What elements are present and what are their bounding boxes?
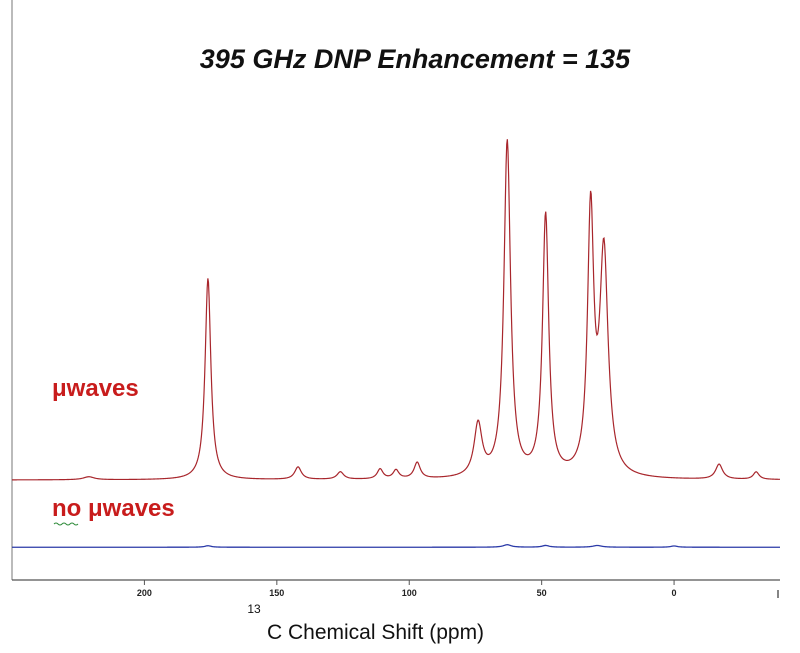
x-tick-label: 50 — [537, 588, 547, 598]
series-without-microwaves-line — [12, 544, 780, 548]
x-tick-label: 0 — [672, 588, 677, 598]
series-label-without-microwaves: no μwaves — [52, 495, 175, 522]
x-tick-label: 150 — [269, 588, 284, 598]
series-label-with-microwaves: μwaves — [52, 375, 139, 402]
x-axis-ticks: 200 150 100 50 0 — [137, 580, 677, 598]
x-axis-label-superscript: 13 — [247, 602, 261, 616]
spellcheck-squiggle-decoration — [53, 522, 79, 526]
chart-title: 395 GHz DNP Enhancement = 135 — [200, 44, 631, 74]
series-with-microwaves-line — [12, 139, 781, 481]
x-tick-label: 200 — [137, 588, 152, 598]
x-tick-label: 100 — [402, 588, 417, 598]
x-axis-label: C Chemical Shift (ppm) — [267, 621, 484, 644]
